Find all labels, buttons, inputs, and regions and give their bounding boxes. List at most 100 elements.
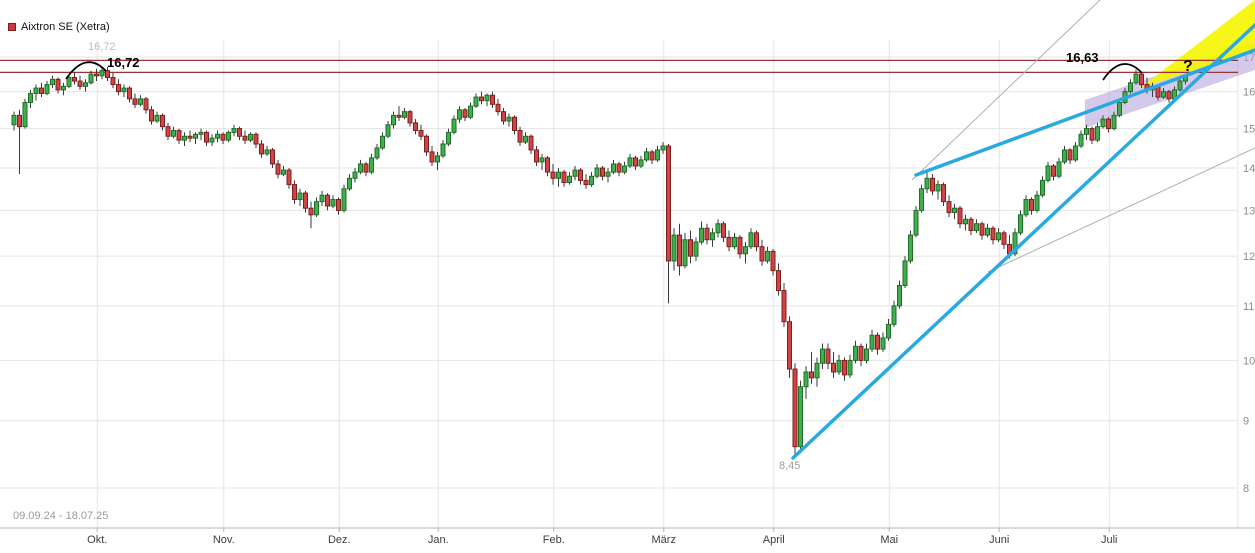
candle-down [1106,118,1111,130]
candle-up [710,232,715,241]
candle-down [1139,73,1144,86]
candle-up [869,334,875,350]
candle-down [17,114,22,128]
candle-down [1166,91,1172,100]
support-line-lower [791,23,1255,460]
candle-up [28,92,33,103]
candle-up [330,198,336,207]
candle-down [759,246,765,262]
candle-up [853,345,858,361]
candle-down [325,194,330,207]
candle-up [715,223,721,234]
candle-down [512,116,517,131]
candle-up [897,284,902,307]
x-month-label: Okt. [87,534,107,546]
instrument-label: Aixtron SE (Xetra) [21,21,110,33]
y-tick-label: 15 [1243,124,1255,136]
candle-down [105,70,110,79]
candle-down [127,87,132,100]
candle-up [385,124,391,137]
candle-down [413,122,418,131]
candle-up [457,109,462,120]
candle-down [253,133,259,145]
candle-up [1034,194,1040,211]
x-month-label: Dez. [328,534,351,546]
candle-down [979,223,985,236]
candle-up [963,218,968,225]
candle-down [726,236,732,248]
candle-up [864,348,869,361]
candle-down [77,80,83,87]
candle-down [666,145,671,262]
candle-down [363,163,369,173]
candle-up [985,227,990,236]
candle-up [1111,114,1117,130]
candle-down [787,321,792,370]
wedge-fill-yellow [1140,0,1255,88]
candle-down [1051,165,1056,177]
candle-up [171,129,176,137]
candle-down [275,163,281,175]
candle-up [891,305,897,325]
candle-up [996,232,1001,241]
series-color-swatch [8,23,16,31]
candle-up [33,87,39,94]
candle-up [732,236,737,248]
candle-up [605,171,611,177]
candle-up [1095,126,1100,141]
candle-down [704,227,710,241]
candle-up [847,359,853,376]
candle-down [688,239,693,257]
candle-up [902,260,908,286]
candle-down [930,177,935,192]
chart-legend: Aixtron SE (Xetra) [8,21,110,33]
candle-up [138,98,143,105]
candle-up [655,149,660,161]
annotation-text: ? [1183,58,1193,75]
candle-up [468,105,473,118]
candle-up [765,250,770,262]
candle-down [55,78,61,91]
candle-down [809,371,814,379]
candle-up [1073,145,1078,161]
candle-down [633,157,638,167]
candle-up [446,131,451,145]
candle-up [671,234,677,262]
candle-down [1067,149,1073,161]
candle-down [237,128,242,137]
grid: 891011121314151617 [0,40,1255,528]
candle-down [770,250,776,272]
candle-up [440,143,446,157]
resistance-lines [0,59,1238,73]
candle-up [622,165,627,173]
candle-down [490,94,495,105]
candle-down [842,359,847,376]
candle-down [116,84,121,93]
x-month-label: Juli [1101,534,1118,546]
candle-down [946,201,952,214]
candle-up [1133,73,1139,84]
candle-up [369,157,374,173]
annotation-arc [65,61,107,80]
candle-up [264,149,270,155]
candle-up [99,70,105,77]
x-month-label: Juni [989,534,1009,546]
candle-down [495,103,501,113]
candle-up [974,223,979,232]
candle-down [792,368,798,448]
candle-up [820,348,825,364]
candle-down [187,135,193,139]
candle-up [341,188,347,211]
annotation-arc [1102,63,1143,81]
candle-up [1018,214,1023,234]
candle-down [462,109,468,118]
candle-down [776,270,781,292]
candle-down [165,126,171,137]
candle-up [1056,161,1062,177]
candle-down [259,143,264,155]
candle-down [677,234,682,267]
candles [11,66,1188,457]
candle-up [913,209,919,236]
candle-down [968,218,974,232]
